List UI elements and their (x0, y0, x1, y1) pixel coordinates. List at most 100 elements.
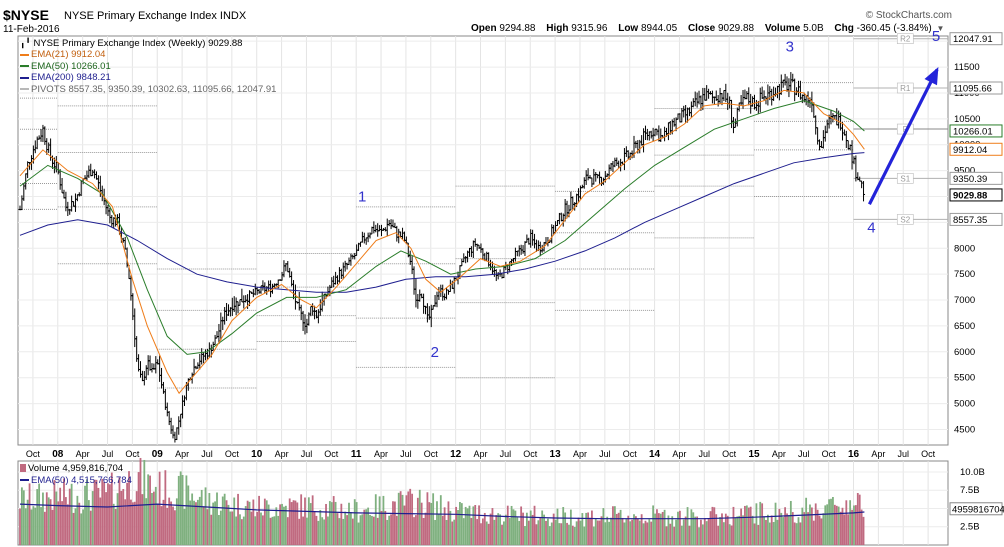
volume-bar (374, 494, 377, 545)
volume-bar (313, 510, 316, 545)
volume-bar (177, 475, 180, 545)
volume-bar (717, 525, 720, 545)
volume-bar (416, 497, 419, 545)
volume-bar (105, 492, 107, 545)
volume-bar (854, 505, 857, 545)
volume-bar (365, 509, 368, 545)
wave-label: 4 (867, 220, 875, 237)
volume-bar (728, 524, 731, 545)
price-flag-box (949, 81, 1003, 95)
volume-bar (460, 503, 463, 545)
volume-bar (703, 518, 706, 545)
volume-bar (273, 516, 276, 545)
volume-bar (363, 509, 366, 545)
volume-bar (654, 513, 656, 545)
volume-bar (434, 519, 436, 545)
volume-bar (548, 526, 551, 545)
volume-bar (51, 509, 54, 545)
x-tick-label: Jul (599, 449, 611, 459)
volume-bar (284, 505, 287, 545)
volume-bar (302, 516, 304, 545)
volume-bar (304, 497, 306, 545)
volume-bar (669, 523, 672, 545)
legend-ema21: EMA(21) 9912.04 (20, 49, 276, 60)
ema21-line (19, 89, 865, 395)
x-tick-label: Apr (672, 449, 686, 459)
legend-ema50: EMA(50) 10266.01 (20, 61, 276, 72)
volume-bar (633, 514, 635, 545)
price-flag-box (949, 212, 1003, 226)
x-tick-label: 08 (52, 449, 64, 460)
volume-bar (613, 506, 616, 545)
volume-bar (497, 513, 500, 545)
volume-bar (143, 459, 146, 545)
volume-bar (128, 471, 130, 545)
volume-bar (485, 521, 488, 545)
volume-bar (97, 487, 100, 545)
volume-bar (265, 500, 268, 545)
volume-bar (772, 522, 775, 545)
price-flag-label: 11095.66 (953, 83, 992, 94)
close-value: 9029.88 (717, 23, 755, 34)
volume-bar (237, 493, 239, 545)
volume-bar (388, 515, 391, 545)
volume-bar (445, 520, 448, 545)
volume-bar (740, 508, 743, 545)
volume-bar (53, 480, 56, 545)
volume-bar (267, 504, 270, 545)
volume-bar (747, 507, 750, 545)
wave-label: 2 (431, 344, 439, 361)
volume-bar (359, 515, 362, 545)
volume-bar (271, 516, 274, 545)
volume-bar (256, 511, 259, 545)
x-tick-label: 11 (351, 449, 362, 460)
y-tick-label: 7000 (954, 295, 975, 306)
volume-bar (306, 517, 308, 545)
pivot-tag-box (896, 214, 914, 225)
volume-bar (677, 511, 679, 545)
volume-bar (652, 505, 655, 545)
volume-bar (468, 505, 471, 545)
volume-bar (175, 498, 178, 545)
volume-bar (749, 506, 752, 545)
volume-bar (252, 499, 255, 545)
volume-bar (657, 513, 660, 545)
y-tick-label: 8000 (954, 243, 975, 254)
volume-bar (309, 503, 312, 545)
volume-bar (422, 518, 425, 545)
volume-bar (258, 495, 260, 545)
legend-volume: Volume 4,959,816,704 (20, 463, 132, 475)
x-tick-label: Apr (175, 449, 189, 459)
volume-bar (822, 513, 825, 545)
volume-bar (133, 501, 136, 545)
y-tick-label: 5000 (954, 399, 975, 410)
volume-bar (430, 502, 433, 545)
volume-bar (156, 503, 159, 545)
volume-bar (462, 518, 465, 545)
volume-bar (575, 521, 578, 545)
volume-bar (793, 522, 796, 545)
volume-bar (474, 505, 477, 545)
volume-bar (330, 502, 333, 545)
volume-bar (692, 512, 695, 545)
volume-bar (110, 472, 113, 545)
volume-bar (61, 501, 63, 545)
volume-bar (384, 510, 387, 545)
y-tick-label: 4500 (954, 424, 975, 435)
volume-bar (684, 516, 687, 545)
x-tick-label: Apr (474, 449, 488, 459)
volume-bar (707, 519, 710, 545)
volume-bar (529, 510, 532, 545)
price-flag-box (949, 124, 1003, 138)
volume-bar (828, 499, 831, 545)
candle-icon: ╻╹ (20, 38, 31, 48)
volume-bar (397, 492, 400, 545)
chart-date: 11-Feb-2016 (3, 24, 60, 35)
volume-bar (539, 517, 542, 545)
y-tick-label: 5500 (954, 373, 975, 384)
price-flag-box (949, 142, 1003, 156)
volume-bar (154, 486, 157, 545)
volume-bar (686, 507, 689, 545)
projection-arrow-shaft (867, 68, 939, 205)
volume-bar (371, 515, 373, 545)
